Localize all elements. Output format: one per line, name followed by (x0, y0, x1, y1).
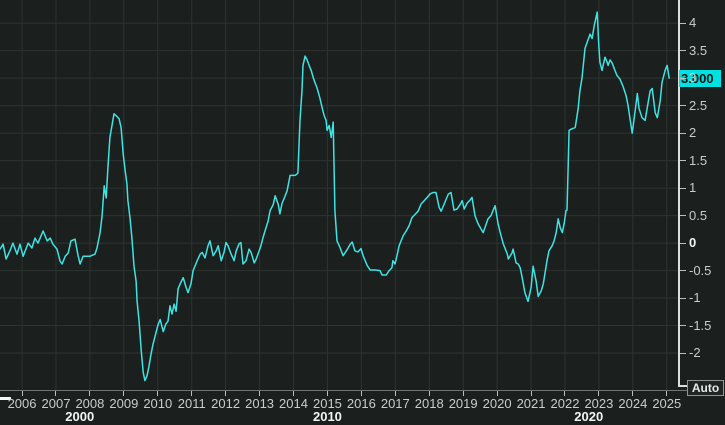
x-axis[interactable]: 2006 2007 2008 2009 2010 2011 2012 2013 2014 2015… (0, 390, 725, 425)
x-axis-year-label: 2010 (143, 396, 173, 411)
x-axis-year-label: 2007 (41, 396, 71, 411)
y-axis-tick (680, 325, 686, 327)
x-axis-tick (157, 391, 159, 396)
x-axis-year-label: 2012 (211, 396, 241, 411)
y-axis-tick (680, 352, 686, 354)
y-axis-tick-label: 4 (689, 15, 697, 31)
auto-scale-button[interactable]: Auto (687, 380, 724, 396)
x-axis-tick (496, 391, 498, 396)
y-axis-tick-label: 3.5 (689, 42, 708, 58)
data-series-line (0, 11, 670, 382)
x-axis-year-label: 2016 (346, 396, 376, 411)
y-axis-tick (680, 297, 686, 299)
x-axis-year-label: 2013 (245, 396, 275, 411)
x-axis-decade-label: 2020 (574, 409, 604, 424)
x-axis-tick (191, 391, 193, 396)
x-axis-year-label: 2017 (380, 396, 410, 411)
x-axis-tick (225, 391, 227, 396)
y-axis-tick (680, 50, 686, 52)
x-axis-year-label: 2009 (109, 396, 139, 411)
x-axis-tick (21, 391, 23, 396)
x-axis-year-label: 2023 (584, 396, 614, 411)
y-axis-tick (680, 77, 686, 79)
x-axis-year-label: 2020 (482, 396, 512, 411)
y-axis-tick-label: -0.5 (689, 262, 712, 278)
y-axis-tick-label: 3 (689, 70, 697, 86)
x-axis-tick (360, 391, 362, 396)
x-axis-year-label: 2024 (618, 396, 648, 411)
x-axis-decade-label: 2000 (65, 409, 95, 424)
y-axis-tick-label: 1 (689, 180, 697, 196)
x-axis-tick (89, 391, 91, 396)
x-axis-year-label: 2008 (75, 396, 105, 411)
y-axis-tick-label: 0 (689, 235, 697, 251)
y-axis-tick-label: -1 (689, 290, 701, 306)
y-axis-tick (680, 215, 686, 217)
x-axis-tick (394, 391, 396, 396)
x-axis-year-label: 2011 (177, 396, 206, 411)
y-axis-tick (680, 132, 686, 134)
plot-area[interactable] (0, 0, 679, 391)
y-axis-tick-label: 2 (689, 125, 697, 141)
x-axis-tick (564, 391, 566, 396)
line-chart (0, 0, 679, 391)
y-axis-tick (680, 160, 686, 162)
x-axis-tick (666, 391, 668, 396)
y-axis-line (678, 0, 680, 387)
y-axis-tick (680, 105, 686, 107)
x-axis-decade-label: 2010 (312, 409, 342, 424)
axis-corner-connector (678, 385, 688, 387)
x-axis-year-label: 2014 (279, 396, 308, 411)
x-axis-tick (293, 391, 295, 396)
y-axis-tick (680, 22, 686, 24)
x-axis-line (0, 390, 687, 391)
y-axis[interactable]: 3.000 4 3.5 3 2.5 2 1.5 1 0.5 0 -0.5 -1 -1.5 -2 (678, 0, 725, 391)
x-axis-year-label: 2018 (414, 396, 444, 411)
y-axis-tick-label: -2 (689, 345, 701, 361)
y-axis-tick-label: -1.5 (689, 317, 712, 333)
x-axis-tick (259, 391, 261, 396)
axis-scroll-handle[interactable] (0, 397, 11, 400)
x-axis-tick (632, 391, 634, 396)
y-axis-tick (680, 270, 686, 272)
x-axis-tick (530, 391, 532, 396)
y-axis-tick (680, 187, 686, 189)
y-axis-tick (680, 242, 686, 244)
x-axis-year-label: 2006 (7, 396, 37, 411)
x-axis-tick (123, 391, 125, 396)
last-value-badge: 3.000 (679, 69, 721, 87)
y-axis-tick-label: 2.5 (689, 97, 708, 113)
x-axis-year-label: 2015 (312, 396, 342, 411)
x-axis-tick (326, 391, 328, 396)
x-axis-year-label: 2025 (652, 396, 682, 411)
x-axis-tick (55, 391, 57, 396)
x-axis-tick (598, 391, 600, 396)
y-axis-tick-label: 1.5 (689, 152, 708, 168)
y-axis-tick-label: 0.5 (689, 207, 708, 223)
x-axis-tick (428, 391, 430, 396)
x-axis-year-label: 2019 (448, 396, 478, 411)
x-axis-year-label: 2021 (516, 396, 546, 411)
x-axis-year-label: 2022 (550, 396, 580, 411)
x-axis-tick (462, 391, 464, 396)
